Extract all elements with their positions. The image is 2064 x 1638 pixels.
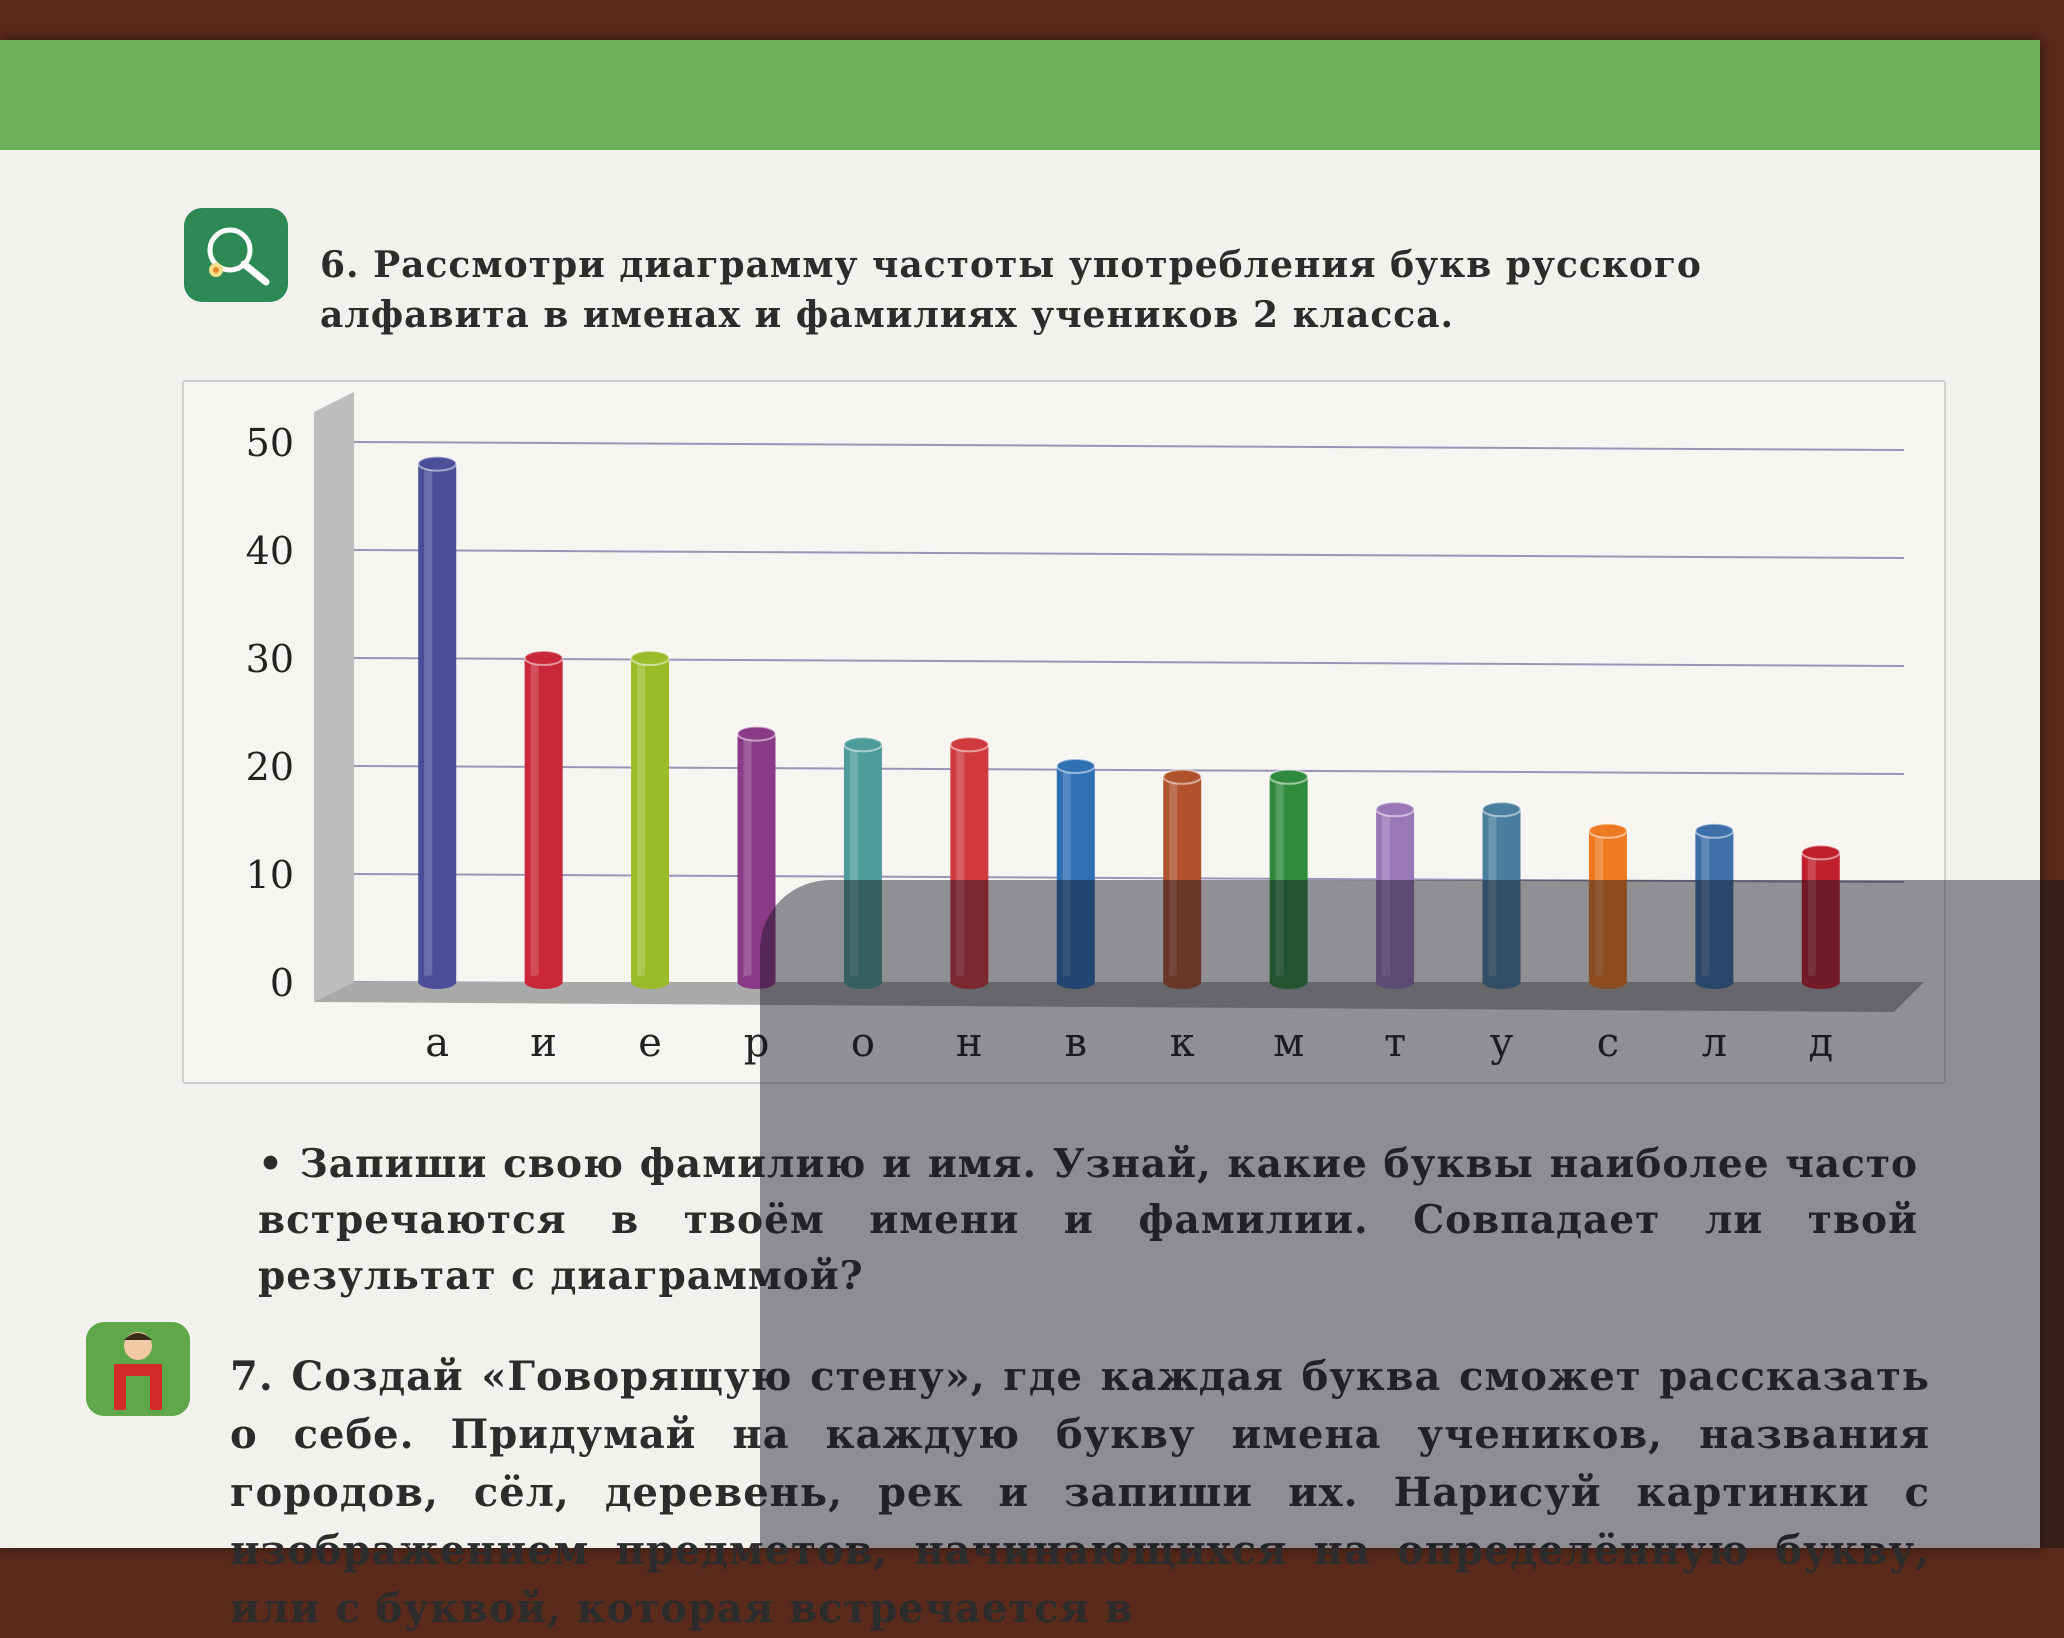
bar-н xyxy=(949,736,990,989)
task-7-text: 7. Создай «Говорящую стену», где каждая … xyxy=(230,1353,1930,1632)
bar-у xyxy=(1481,801,1522,989)
x-category-label: а xyxy=(425,1020,449,1066)
textbook-page: 6. Рассмотри диаграмму частоты употребле… xyxy=(0,40,2040,1632)
x-category-label: л xyxy=(1702,1020,1727,1066)
x-category-label: и xyxy=(530,1020,557,1066)
gridline xyxy=(353,441,1905,451)
y-tick-label: 30 xyxy=(246,637,294,681)
bar-е xyxy=(630,650,671,989)
bar-а xyxy=(417,455,458,989)
header-band xyxy=(0,40,2040,150)
y-tick-label: 10 xyxy=(246,853,294,897)
frequency-chart: 0 10 20 30 40 50 а и е р о н в к м т у с л д xyxy=(246,392,1924,1066)
bar-с xyxy=(1587,822,1628,989)
y-axis-wall xyxy=(314,392,354,1002)
x-category-label: м xyxy=(1273,1020,1304,1066)
x-category-label: д xyxy=(1808,1020,1833,1066)
x-category-label: у xyxy=(1490,1020,1514,1066)
gridline xyxy=(353,873,1905,883)
bar-в xyxy=(1055,758,1096,989)
gridline xyxy=(353,765,1905,775)
x-axis-floor xyxy=(314,982,1924,1012)
bar-л xyxy=(1694,822,1735,989)
bar-к xyxy=(1162,768,1203,989)
x-category-label: к xyxy=(1170,1020,1195,1066)
bar-и xyxy=(523,650,564,989)
x-category-label: о xyxy=(851,1020,875,1066)
x-category-label: с xyxy=(1597,1020,1619,1066)
bar-о xyxy=(842,736,883,989)
magnifier-flower-icon xyxy=(184,208,288,302)
y-tick-label: 50 xyxy=(246,421,294,465)
x-category-label: е xyxy=(638,1020,662,1066)
x-category-label: н xyxy=(956,1020,983,1066)
x-category-label: т xyxy=(1384,1020,1406,1066)
bar-м xyxy=(1268,768,1309,989)
bullet-instruction: • Запиши свою фамилию и имя. Узнай, каки… xyxy=(258,1141,1918,1299)
bar-р xyxy=(736,725,777,989)
bar-д xyxy=(1800,844,1841,989)
child-letter-p-icon xyxy=(86,1322,190,1416)
bar-т xyxy=(1375,801,1416,989)
gridline xyxy=(353,549,1905,559)
y-tick-label: 40 xyxy=(246,529,294,573)
gridline xyxy=(353,657,1905,667)
chart-frame: 0 10 20 30 40 50 а и е р о н в к м т у с л д xyxy=(182,380,1946,1084)
x-category-label: р xyxy=(744,1020,770,1066)
y-tick-label: 0 xyxy=(270,961,294,1005)
task-6-text: 6. Рассмотри диаграмму частоты употребле… xyxy=(320,244,1702,336)
x-category-label: в xyxy=(1065,1020,1088,1066)
y-tick-label: 20 xyxy=(246,745,294,789)
